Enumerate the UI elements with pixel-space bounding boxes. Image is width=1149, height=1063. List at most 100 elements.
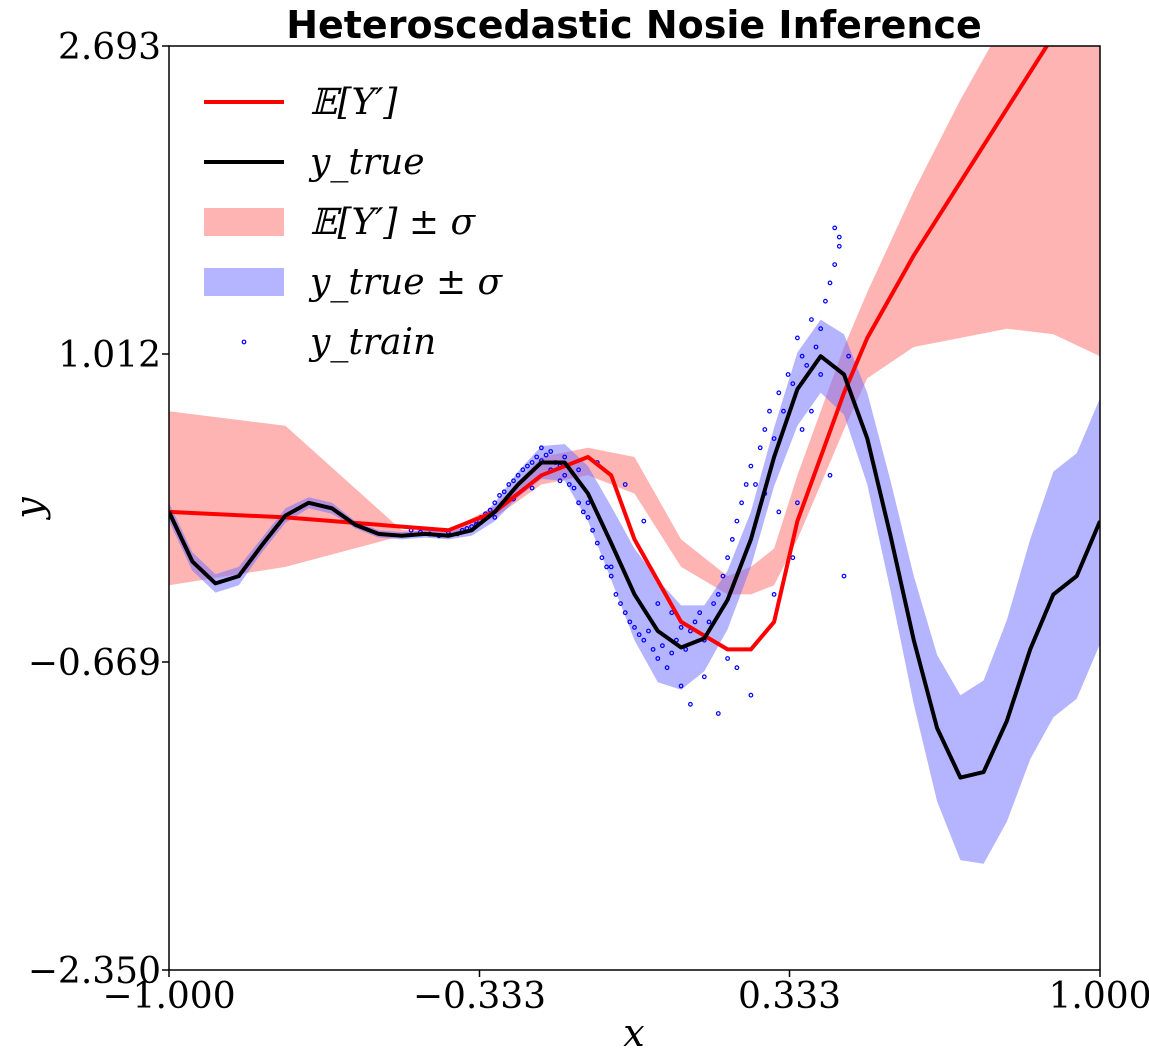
- train-point: [622, 610, 628, 616]
- train-point: [795, 500, 800, 506]
- legend-label: y_true ± σ: [308, 262, 504, 303]
- train-point: [799, 353, 805, 359]
- train-point: [520, 467, 526, 473]
- train-point: [599, 555, 605, 561]
- train-point: [529, 485, 535, 491]
- train-point: [836, 234, 842, 240]
- train-point: [790, 555, 796, 561]
- legend-swatch: [204, 268, 284, 296]
- train-point: [669, 610, 675, 616]
- train-point: [711, 601, 716, 606]
- train-point: [511, 478, 516, 484]
- train-point: [506, 482, 512, 487]
- train-point: [771, 436, 777, 442]
- train-point: [539, 445, 544, 451]
- train-point: [636, 632, 642, 638]
- train-point: [585, 515, 591, 520]
- train-point: [832, 262, 838, 268]
- train-point: [818, 372, 824, 377]
- train-point: [590, 527, 595, 533]
- legend-label: 𝔼[Y′] ± σ: [310, 202, 477, 243]
- train-point: [571, 485, 577, 491]
- legend-label: y_train: [308, 322, 436, 363]
- legend-swatch: [204, 208, 284, 236]
- train-point: [660, 643, 665, 649]
- x-tick-label: 0.333: [738, 976, 841, 1017]
- train-point: [743, 482, 749, 487]
- train-point: [655, 601, 661, 606]
- x-axis-label: x: [623, 1011, 644, 1055]
- train-point: [734, 665, 740, 671]
- train-point: [715, 592, 721, 597]
- train-point: [827, 472, 833, 478]
- legend-swatch: [241, 339, 247, 345]
- train-point: [622, 482, 628, 487]
- train-point: [613, 592, 619, 597]
- train-point: [576, 467, 581, 473]
- train-point: [669, 650, 675, 656]
- train-point: [734, 518, 740, 524]
- train-point: [529, 460, 535, 465]
- x-tick-label: −0.333: [413, 976, 546, 1017]
- expected-value-line: [169, 46, 1050, 652]
- train-point: [697, 610, 703, 616]
- train-point: [650, 647, 656, 652]
- train-point: [534, 454, 540, 460]
- train-point: [715, 711, 721, 716]
- train-point: [646, 628, 651, 634]
- y-tick-label: −0.669: [28, 643, 161, 684]
- train-point: [827, 280, 833, 286]
- train-point: [725, 656, 730, 661]
- train-point: [618, 601, 623, 606]
- train-point: [818, 326, 824, 332]
- train-point: [748, 463, 754, 469]
- train-point: [767, 408, 772, 414]
- true-function-line: [169, 354, 1100, 780]
- train-point: [492, 500, 498, 506]
- train-point: [785, 372, 791, 377]
- train-point: [846, 353, 851, 359]
- train-point: [813, 344, 819, 350]
- train-point: [804, 363, 810, 368]
- train-point: [748, 692, 754, 698]
- train-point: [632, 625, 637, 630]
- train-point: [678, 625, 684, 630]
- train-point: [725, 555, 730, 561]
- train-point: [757, 445, 763, 451]
- train-point: [497, 493, 502, 498]
- train-point: [720, 573, 726, 579]
- train-point: [655, 656, 661, 661]
- x-tick-label: −1.000: [102, 976, 235, 1017]
- train-point: [688, 701, 693, 707]
- y-tick-label: −2.350: [28, 951, 161, 992]
- train-point: [566, 482, 572, 487]
- train-point: [562, 454, 568, 460]
- train-point: [525, 463, 530, 469]
- y-tick-label: 2.693: [58, 27, 161, 68]
- train-point: [836, 243, 842, 249]
- train-point: [492, 515, 498, 520]
- train-point: [823, 298, 828, 304]
- train-point: [585, 500, 591, 506]
- train-point: [594, 540, 600, 546]
- train-point: [664, 665, 670, 671]
- legend-label: 𝔼[Y′]: [310, 82, 398, 123]
- train-point: [627, 619, 633, 625]
- legend-label: y_true: [308, 142, 425, 183]
- train-point: [548, 449, 554, 454]
- train-point: [781, 408, 786, 414]
- train-point: [739, 500, 744, 506]
- series-lines: [169, 46, 1100, 780]
- train-point: [692, 619, 698, 625]
- train-point: [576, 500, 581, 506]
- x-axis-ticks: −1.000 −0.333 0.333 1.000: [102, 970, 1149, 1017]
- plot-frame: [168, 45, 1101, 971]
- train-point: [641, 637, 647, 643]
- train-point: [557, 478, 563, 484]
- train-point: [543, 452, 549, 458]
- train-point: [678, 683, 684, 689]
- train-point: [762, 427, 768, 432]
- train-point: [604, 564, 609, 570]
- train-point: [841, 573, 847, 579]
